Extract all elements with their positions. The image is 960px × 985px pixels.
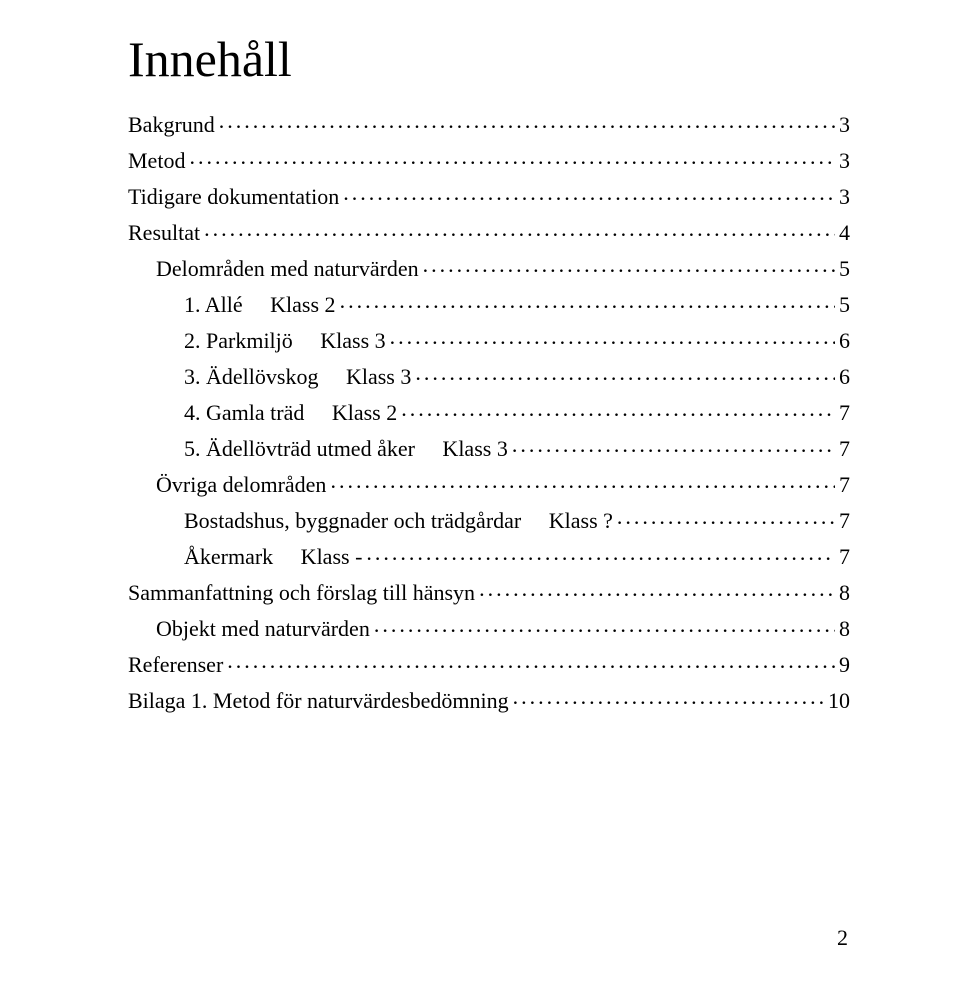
document-page: Innehåll Bakgrund 3 Metod 3 Tidigare dok… [0, 0, 960, 985]
toc-entry-label: 4. Gamla träd Klass 2 [184, 402, 397, 424]
toc-leader-dots [219, 110, 835, 132]
toc-leader-dots [374, 614, 835, 636]
toc-entry-page: 8 [839, 618, 850, 640]
toc-leader-dots [330, 470, 835, 492]
toc-entry: Delområden med naturvärden 5 [128, 254, 850, 280]
toc-entry: Resultat 4 [128, 218, 850, 244]
toc-entry: 1. Allé Klass 2 5 [128, 290, 850, 316]
toc-entry-label: 5. Ädellövträd utmed åker Klass 3 [184, 438, 508, 460]
toc-entry-page: 5 [839, 294, 850, 316]
toc-entry-page: 7 [839, 510, 850, 532]
toc-leader-dots [366, 542, 835, 564]
toc-entry: 3. Ädellövskog Klass 3 6 [128, 362, 850, 388]
toc-entry-page: 7 [839, 438, 850, 460]
toc-entry-page: 3 [839, 186, 850, 208]
toc-entry-label: Bilaga 1. Metod för naturvärdesbedömning [128, 690, 509, 712]
toc-entry: Bilaga 1. Metod för naturvärdesbedömning… [128, 686, 850, 712]
toc-entry-label: Åkermark Klass - [184, 546, 362, 568]
toc-entry-label: 2. Parkmiljö Klass 3 [184, 330, 386, 352]
page-number: 2 [837, 925, 848, 951]
toc-entry: Metod 3 [128, 146, 850, 172]
toc-entry-label: 1. Allé Klass 2 [184, 294, 336, 316]
toc-leader-dots [390, 326, 835, 348]
toc-entry-page: 9 [839, 654, 850, 676]
toc-entry-label: Resultat [128, 222, 200, 244]
toc-leader-dots [512, 434, 835, 456]
toc-entry: Bostadshus, byggnader och trädgårdar Kla… [128, 506, 850, 532]
toc-entry-page: 10 [828, 690, 850, 712]
toc-entry-label: Objekt med naturvärden [156, 618, 370, 640]
toc-entry-label: Referenser [128, 654, 223, 676]
toc-entry-label: Övriga delområden [156, 474, 326, 496]
toc-entry-page: 7 [839, 474, 850, 496]
toc-entry-label: Sammanfattning och förslag till hänsyn [128, 582, 475, 604]
toc-entry-page: 3 [839, 150, 850, 172]
toc-entry: Sammanfattning och förslag till hänsyn 8 [128, 578, 850, 604]
toc-entry-page: 4 [839, 222, 850, 244]
toc-entry-label: Metod [128, 150, 185, 172]
toc-entry-page: 6 [839, 366, 850, 388]
toc-leader-dots [204, 218, 835, 240]
toc-entry: Objekt med naturvärden 8 [128, 614, 850, 640]
toc-leader-dots [340, 290, 835, 312]
toc-leader-dots [189, 146, 835, 168]
toc-entry-label: Bakgrund [128, 114, 215, 136]
toc-leader-dots [343, 182, 835, 204]
toc-entry-page: 5 [839, 258, 850, 280]
toc-entry: 4. Gamla träd Klass 2 7 [128, 398, 850, 424]
toc-entry: 2. Parkmiljö Klass 3 6 [128, 326, 850, 352]
toc-entry: Bakgrund 3 [128, 110, 850, 136]
table-of-contents: Bakgrund 3 Metod 3 Tidigare dokumentatio… [128, 110, 850, 712]
toc-leader-dots [617, 506, 835, 528]
toc-entry: Övriga delområden 7 [128, 470, 850, 496]
toc-entry-page: 6 [839, 330, 850, 352]
toc-entry-label: Delområden med naturvärden [156, 258, 419, 280]
toc-leader-dots [423, 254, 835, 276]
page-title: Innehåll [128, 30, 850, 88]
toc-entry-label: 3. Ädellövskog Klass 3 [184, 366, 411, 388]
toc-leader-dots [479, 578, 835, 600]
toc-entry-label: Bostadshus, byggnader och trädgårdar Kla… [184, 510, 613, 532]
toc-entry-page: 7 [839, 402, 850, 424]
toc-leader-dots [513, 686, 824, 708]
toc-entry-page: 8 [839, 582, 850, 604]
toc-leader-dots [401, 398, 835, 420]
toc-entry-label: Tidigare dokumentation [128, 186, 339, 208]
toc-entry-page: 7 [839, 546, 850, 568]
toc-leader-dots [415, 362, 835, 384]
toc-entry-page: 3 [839, 114, 850, 136]
toc-entry: Åkermark Klass - 7 [128, 542, 850, 568]
toc-entry: Referenser 9 [128, 650, 850, 676]
toc-entry: 5. Ädellövträd utmed åker Klass 3 7 [128, 434, 850, 460]
toc-leader-dots [227, 650, 835, 672]
toc-entry: Tidigare dokumentation 3 [128, 182, 850, 208]
